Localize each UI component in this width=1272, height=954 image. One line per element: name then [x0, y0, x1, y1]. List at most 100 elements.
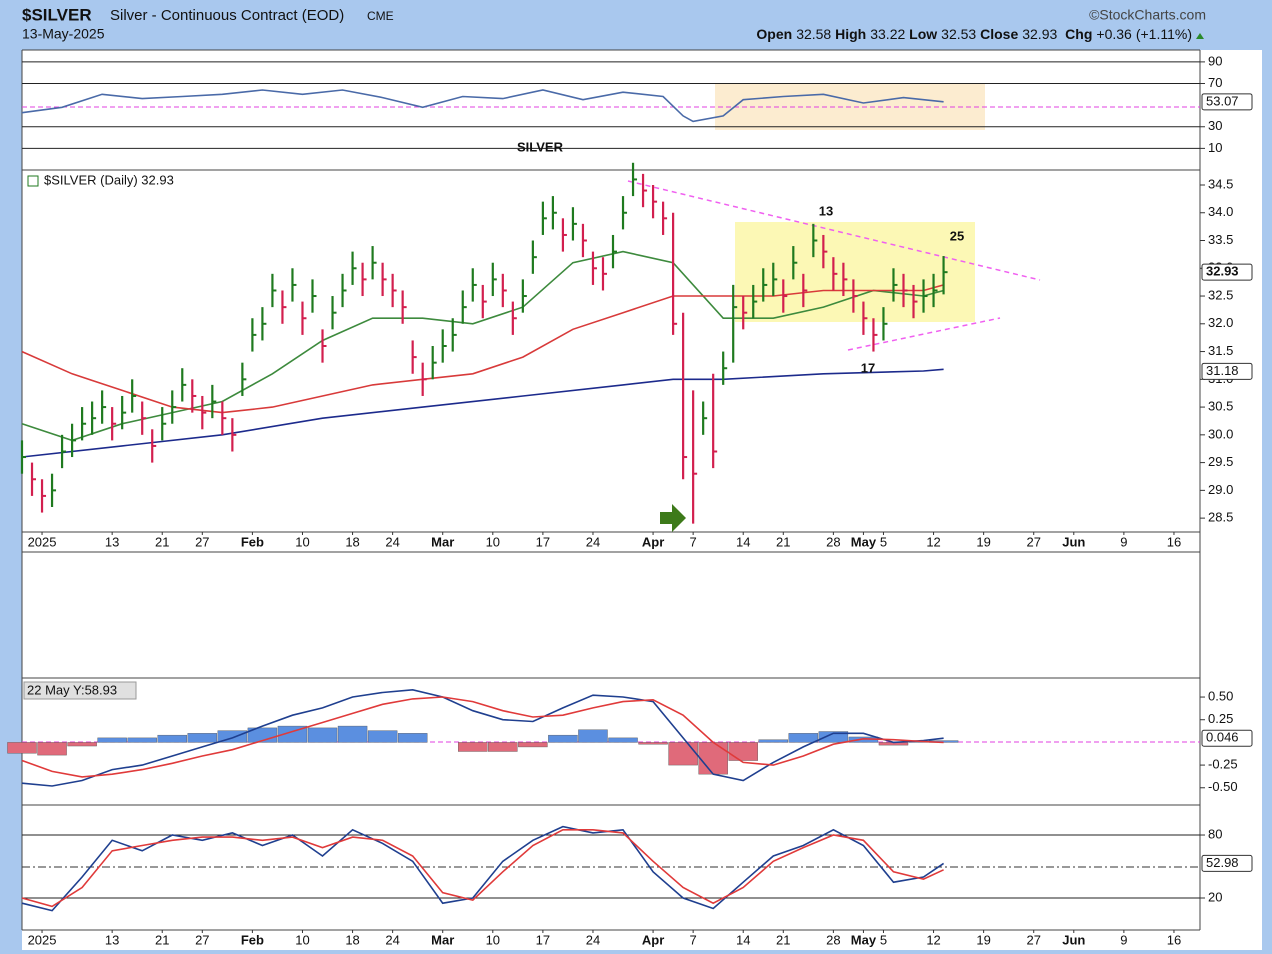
- histogram-bar: [758, 739, 789, 743]
- quote-label: High: [835, 26, 866, 42]
- x-tick-label: 10: [486, 932, 500, 947]
- y-tick-label: 33.5: [1208, 232, 1233, 247]
- y-tick-label: 31.5: [1208, 343, 1233, 358]
- y-tick-label: 32.5: [1208, 287, 1233, 302]
- y-tick-label: 34.0: [1208, 204, 1233, 219]
- quote-value: +0.36: [1096, 26, 1132, 42]
- histogram-bar: [788, 733, 819, 743]
- y-tick-label: 70: [1208, 75, 1222, 90]
- histogram-bar: [67, 742, 97, 747]
- histogram-bar: [127, 737, 157, 743]
- histogram-bar: [307, 727, 338, 743]
- histogram-bar: [518, 742, 548, 748]
- x-tick-label: 27: [1026, 534, 1040, 549]
- annotation: SILVER: [517, 139, 564, 154]
- x-tick-label: Jun: [1062, 932, 1085, 947]
- x-tick-label: 9: [1120, 534, 1127, 549]
- last-value-tag: [1201, 854, 1253, 872]
- y-tick-label: 20: [1208, 889, 1222, 904]
- x-tick-label: 12: [926, 534, 940, 549]
- brand: ©StockCharts.com: [1089, 7, 1206, 23]
- histogram-bar: [668, 742, 698, 766]
- last-value-label: 0.046: [1206, 730, 1239, 745]
- y-tick-label: 28.5: [1208, 510, 1233, 525]
- y-tick-label: 30: [1208, 118, 1222, 133]
- annotation: 17: [861, 360, 875, 375]
- x-tick-label: Mar: [431, 932, 454, 947]
- quote-value: 33.22: [870, 26, 905, 42]
- quote-label: Close: [980, 26, 1018, 42]
- x-tick-label: 10: [486, 534, 500, 549]
- x-tick-label: 18: [345, 932, 359, 947]
- histogram-bar: [488, 742, 518, 752]
- x-tick-label: 27: [195, 534, 209, 549]
- quote-value: (+1.11%): [1136, 26, 1192, 42]
- x-tick-label: Apr: [642, 932, 664, 947]
- series-line: [21, 825, 945, 912]
- y-tick-label: 80: [1208, 826, 1222, 841]
- x-tick-label: 12: [926, 932, 940, 947]
- series-line: [21, 284, 944, 414]
- series-line: [21, 250, 944, 442]
- quote-value: 32.93: [1022, 26, 1057, 42]
- x-tick-label: 24: [586, 534, 600, 549]
- highlight-box: [735, 222, 975, 322]
- histogram-bar: [157, 734, 187, 743]
- histogram-bar: [728, 742, 758, 761]
- y-tick-label: 0.25: [1208, 711, 1233, 726]
- x-tick-label: 5: [880, 932, 887, 947]
- y-tick-label: -0.50: [1208, 779, 1238, 794]
- x-tick-label: 13: [105, 932, 119, 947]
- last-value-label: 53.07: [1206, 93, 1239, 108]
- last-value-label: 32.93: [1206, 264, 1239, 279]
- legend: $SILVER (Daily) 32.93: [44, 172, 174, 187]
- quote-label: Open: [756, 26, 792, 42]
- quote-label: Chg: [1065, 26, 1092, 42]
- y-tick-label: 29.0: [1208, 482, 1233, 497]
- date: 13-May-2025: [22, 26, 105, 42]
- y-tick-label: 0.50: [1208, 688, 1233, 703]
- arrow: [660, 504, 686, 532]
- histogram-bar: [187, 733, 218, 743]
- instrument-name: Silver - Continuous Contract (EOD): [110, 7, 344, 24]
- last-value-label: 52.98: [1206, 855, 1239, 870]
- readout: 22 May Y:58.93: [27, 682, 117, 697]
- panel-borders: [21, 49, 1201, 931]
- y-tick-label: 90: [1208, 53, 1222, 68]
- histogram-bar: [578, 729, 608, 743]
- x-tick-label: 24: [586, 932, 600, 947]
- x-tick-label: 19: [976, 534, 990, 549]
- x-tick-label: 17: [536, 932, 550, 947]
- x-tick-label: Feb: [241, 932, 264, 947]
- x-tick-label: 10: [295, 932, 309, 947]
- x-tick-label: 14: [736, 932, 750, 947]
- x-tick-label: 27: [1026, 932, 1040, 947]
- histogram-bar: [608, 737, 638, 743]
- x-tick-label: 10: [295, 534, 309, 549]
- trend-line: [847, 317, 1001, 351]
- readout-box: [23, 681, 137, 700]
- x-tick-label: Apr: [642, 534, 664, 549]
- annotation: 13: [819, 203, 833, 218]
- x-tick-label: Jun: [1062, 534, 1085, 549]
- series-line: [21, 829, 944, 908]
- last-value-tag: [1201, 263, 1253, 281]
- x-tick-label: Feb: [241, 534, 264, 549]
- histogram-bar: [337, 725, 368, 743]
- histogram-bar: [548, 734, 578, 743]
- x-tick-label: 2025: [28, 534, 57, 549]
- x-tick-label: 16: [1167, 932, 1181, 947]
- histogram-bar: [217, 730, 248, 743]
- histogram-bar: [367, 730, 398, 743]
- x-tick-label: 5: [880, 534, 887, 549]
- series-line: [21, 368, 944, 458]
- x-tick-label: 21: [776, 534, 790, 549]
- histogram-bar: [37, 742, 67, 756]
- series-line: [21, 688, 944, 787]
- header: $SILVER Silver - Continuous Contract (EO…: [22, 5, 1206, 41]
- x-tick-label: May: [851, 932, 877, 947]
- legend-icon: [27, 175, 39, 187]
- x-tick-label: 21: [155, 932, 169, 947]
- x-tick-label: 24: [385, 534, 399, 549]
